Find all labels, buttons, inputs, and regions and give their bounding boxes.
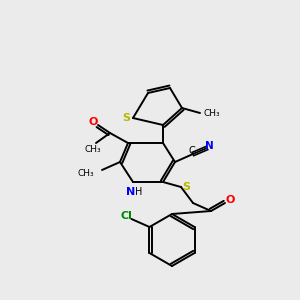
Text: O: O <box>225 195 235 205</box>
Text: H: H <box>135 187 143 197</box>
Text: N: N <box>205 141 213 151</box>
Text: N: N <box>126 187 136 197</box>
Text: O: O <box>88 117 98 127</box>
Text: S: S <box>182 182 190 192</box>
Text: CH₃: CH₃ <box>77 169 94 178</box>
Text: Cl: Cl <box>121 211 132 221</box>
Text: C: C <box>189 146 195 156</box>
Text: S: S <box>122 113 130 123</box>
Text: CH₃: CH₃ <box>203 109 220 118</box>
Text: CH₃: CH₃ <box>85 145 101 154</box>
